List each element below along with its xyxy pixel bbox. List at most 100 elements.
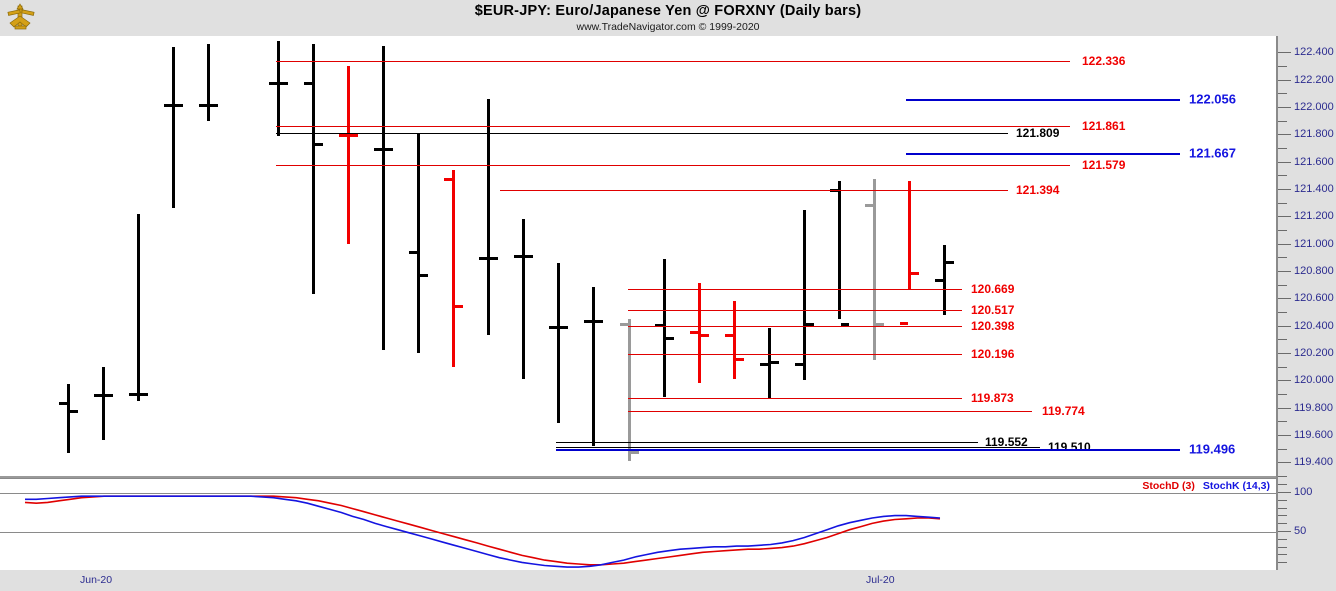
bar-open-tick: [690, 331, 698, 335]
stoch-axis-minor-tick: [1278, 538, 1287, 540]
price-level-line: [628, 325, 962, 327]
price-axis-label: 121.000: [1294, 237, 1334, 250]
price-axis-minor-tick: [1278, 421, 1287, 423]
price-axis-tick: [1278, 161, 1291, 163]
bar-high-low: [172, 46, 175, 209]
bar-open-tick: [339, 134, 347, 138]
bar-open-tick: [59, 402, 67, 406]
price-axis-minor-tick: [1278, 476, 1287, 477]
price-axis-tick: [1278, 435, 1291, 436]
bar-close-tick: [385, 148, 393, 152]
bar-close-tick: [701, 333, 709, 337]
bar-high-low: [873, 179, 876, 360]
price-axis-tick: [1278, 298, 1291, 300]
bar-high-low: [102, 366, 105, 441]
price-axis-tick: [1278, 243, 1291, 245]
price-level-line: [628, 309, 962, 311]
bar-high-low: [943, 245, 946, 315]
price-axis-tick: [1278, 407, 1291, 409]
stochastic-plot-area[interactable]: StochD (3) StochK (14,3): [0, 478, 1276, 573]
bar-close-tick: [315, 142, 323, 146]
price-level-label: 122.336: [1082, 54, 1126, 69]
stoch-axis-minor-tick: [1278, 492, 1287, 494]
bar-open-tick: [514, 254, 522, 258]
bar-open-tick: [549, 325, 557, 329]
stochk-legend-label: StochK (14,3): [1202, 480, 1270, 492]
price-axis-tick: [1278, 216, 1291, 218]
bar-high-low: [382, 45, 385, 351]
bar-high-low: [207, 44, 210, 121]
page-title: $EUR-JPY: Euro/Japanese Yen @ FORXNY (Da…: [474, 3, 862, 19]
price-axis-label: 120.200: [1294, 347, 1334, 360]
price-level-label: 120.398: [971, 318, 1015, 333]
price-level-line: [628, 411, 1032, 413]
bar-high-low: [663, 258, 666, 397]
bar-high-low: [592, 287, 595, 446]
bar-high-low: [838, 180, 841, 319]
bar-high-low: [347, 66, 350, 244]
price-axis-minor-tick: [1278, 120, 1287, 122]
price-level-label: 119.496: [1189, 441, 1236, 457]
bar-close-tick: [420, 273, 428, 277]
bar-open-tick: [725, 333, 733, 337]
bar-high-low: [733, 301, 736, 379]
price-axis-minor-tick: [1278, 93, 1287, 95]
bar-open-tick: [444, 178, 452, 182]
price-axis-label: 122.400: [1294, 46, 1334, 59]
bar-close-tick: [490, 257, 498, 261]
price-level-label: 119.552: [985, 434, 1028, 449]
bar-open-tick: [129, 392, 137, 396]
bar-open-tick: [620, 322, 628, 326]
price-level-label: 121.809: [1016, 126, 1060, 141]
stoch-axis-label: 50: [1294, 525, 1307, 538]
bar-high-low: [628, 318, 631, 461]
date-axis-label: Jul-20: [866, 574, 895, 586]
price-axis-minor-tick: [1278, 202, 1287, 204]
price-axis-label: 121.800: [1294, 128, 1334, 141]
price-axis-minor-tick: [1278, 312, 1287, 314]
bar-close-tick: [140, 392, 148, 396]
price-level-label: 119.774: [1042, 404, 1085, 419]
price-level-line: [556, 449, 1180, 452]
bar-high-low: [803, 209, 806, 381]
bar-open-tick: [479, 257, 487, 261]
chart-header: $EUR-JPY: Euro/Japanese Yen @ FORXNY (Da…: [0, 0, 1336, 36]
bar-open-tick: [655, 324, 663, 328]
stoch-axis-minor-tick: [1278, 554, 1287, 556]
bar-high-low: [417, 134, 420, 353]
price-level-line: [276, 126, 1070, 128]
bar-open-tick: [269, 82, 277, 86]
price-level-line: [276, 164, 1070, 166]
bar-open-tick: [584, 320, 592, 324]
bar-close-tick: [841, 322, 849, 326]
price-axis-tick: [1278, 52, 1291, 54]
bar-close-tick: [350, 134, 358, 138]
price-level-line: [628, 288, 962, 290]
price-level-line: [556, 447, 1040, 449]
bar-high-low: [452, 169, 455, 367]
price-axis[interactable]: 120.874 122.400122.200122.000121.800121.…: [1276, 36, 1336, 478]
bar-close-tick: [771, 361, 779, 365]
price-axis-label: 121.400: [1294, 183, 1334, 196]
bar-close-tick: [666, 336, 674, 340]
price-level-label: 121.394: [1016, 182, 1060, 197]
bar-high-low: [487, 98, 490, 336]
stoch-gridline: [0, 532, 1276, 534]
bar-close-tick: [806, 322, 814, 326]
price-axis-tick: [1278, 462, 1291, 464]
bar-open-tick: [374, 148, 382, 152]
stoch-series-line: [25, 495, 941, 568]
surveyor-theodolite-logo: [4, 1, 38, 33]
price-level-line: [906, 99, 1180, 102]
price-axis-label: 119.600: [1294, 429, 1333, 441]
price-plot-area[interactable]: 122.336 122.056 121.861 121.809 121.667 121.5…: [0, 36, 1276, 514]
stoch-axis-minor-tick: [1278, 484, 1287, 486]
bar-open-tick: [94, 394, 102, 397]
bar-open-tick: [865, 204, 873, 208]
stochastic-curves: [24, 495, 941, 568]
bar-open-tick: [409, 250, 417, 254]
price-axis-minor-tick: [1278, 394, 1287, 395]
bar-close-tick: [175, 104, 183, 108]
price-axis-label: 122.000: [1294, 101, 1334, 114]
